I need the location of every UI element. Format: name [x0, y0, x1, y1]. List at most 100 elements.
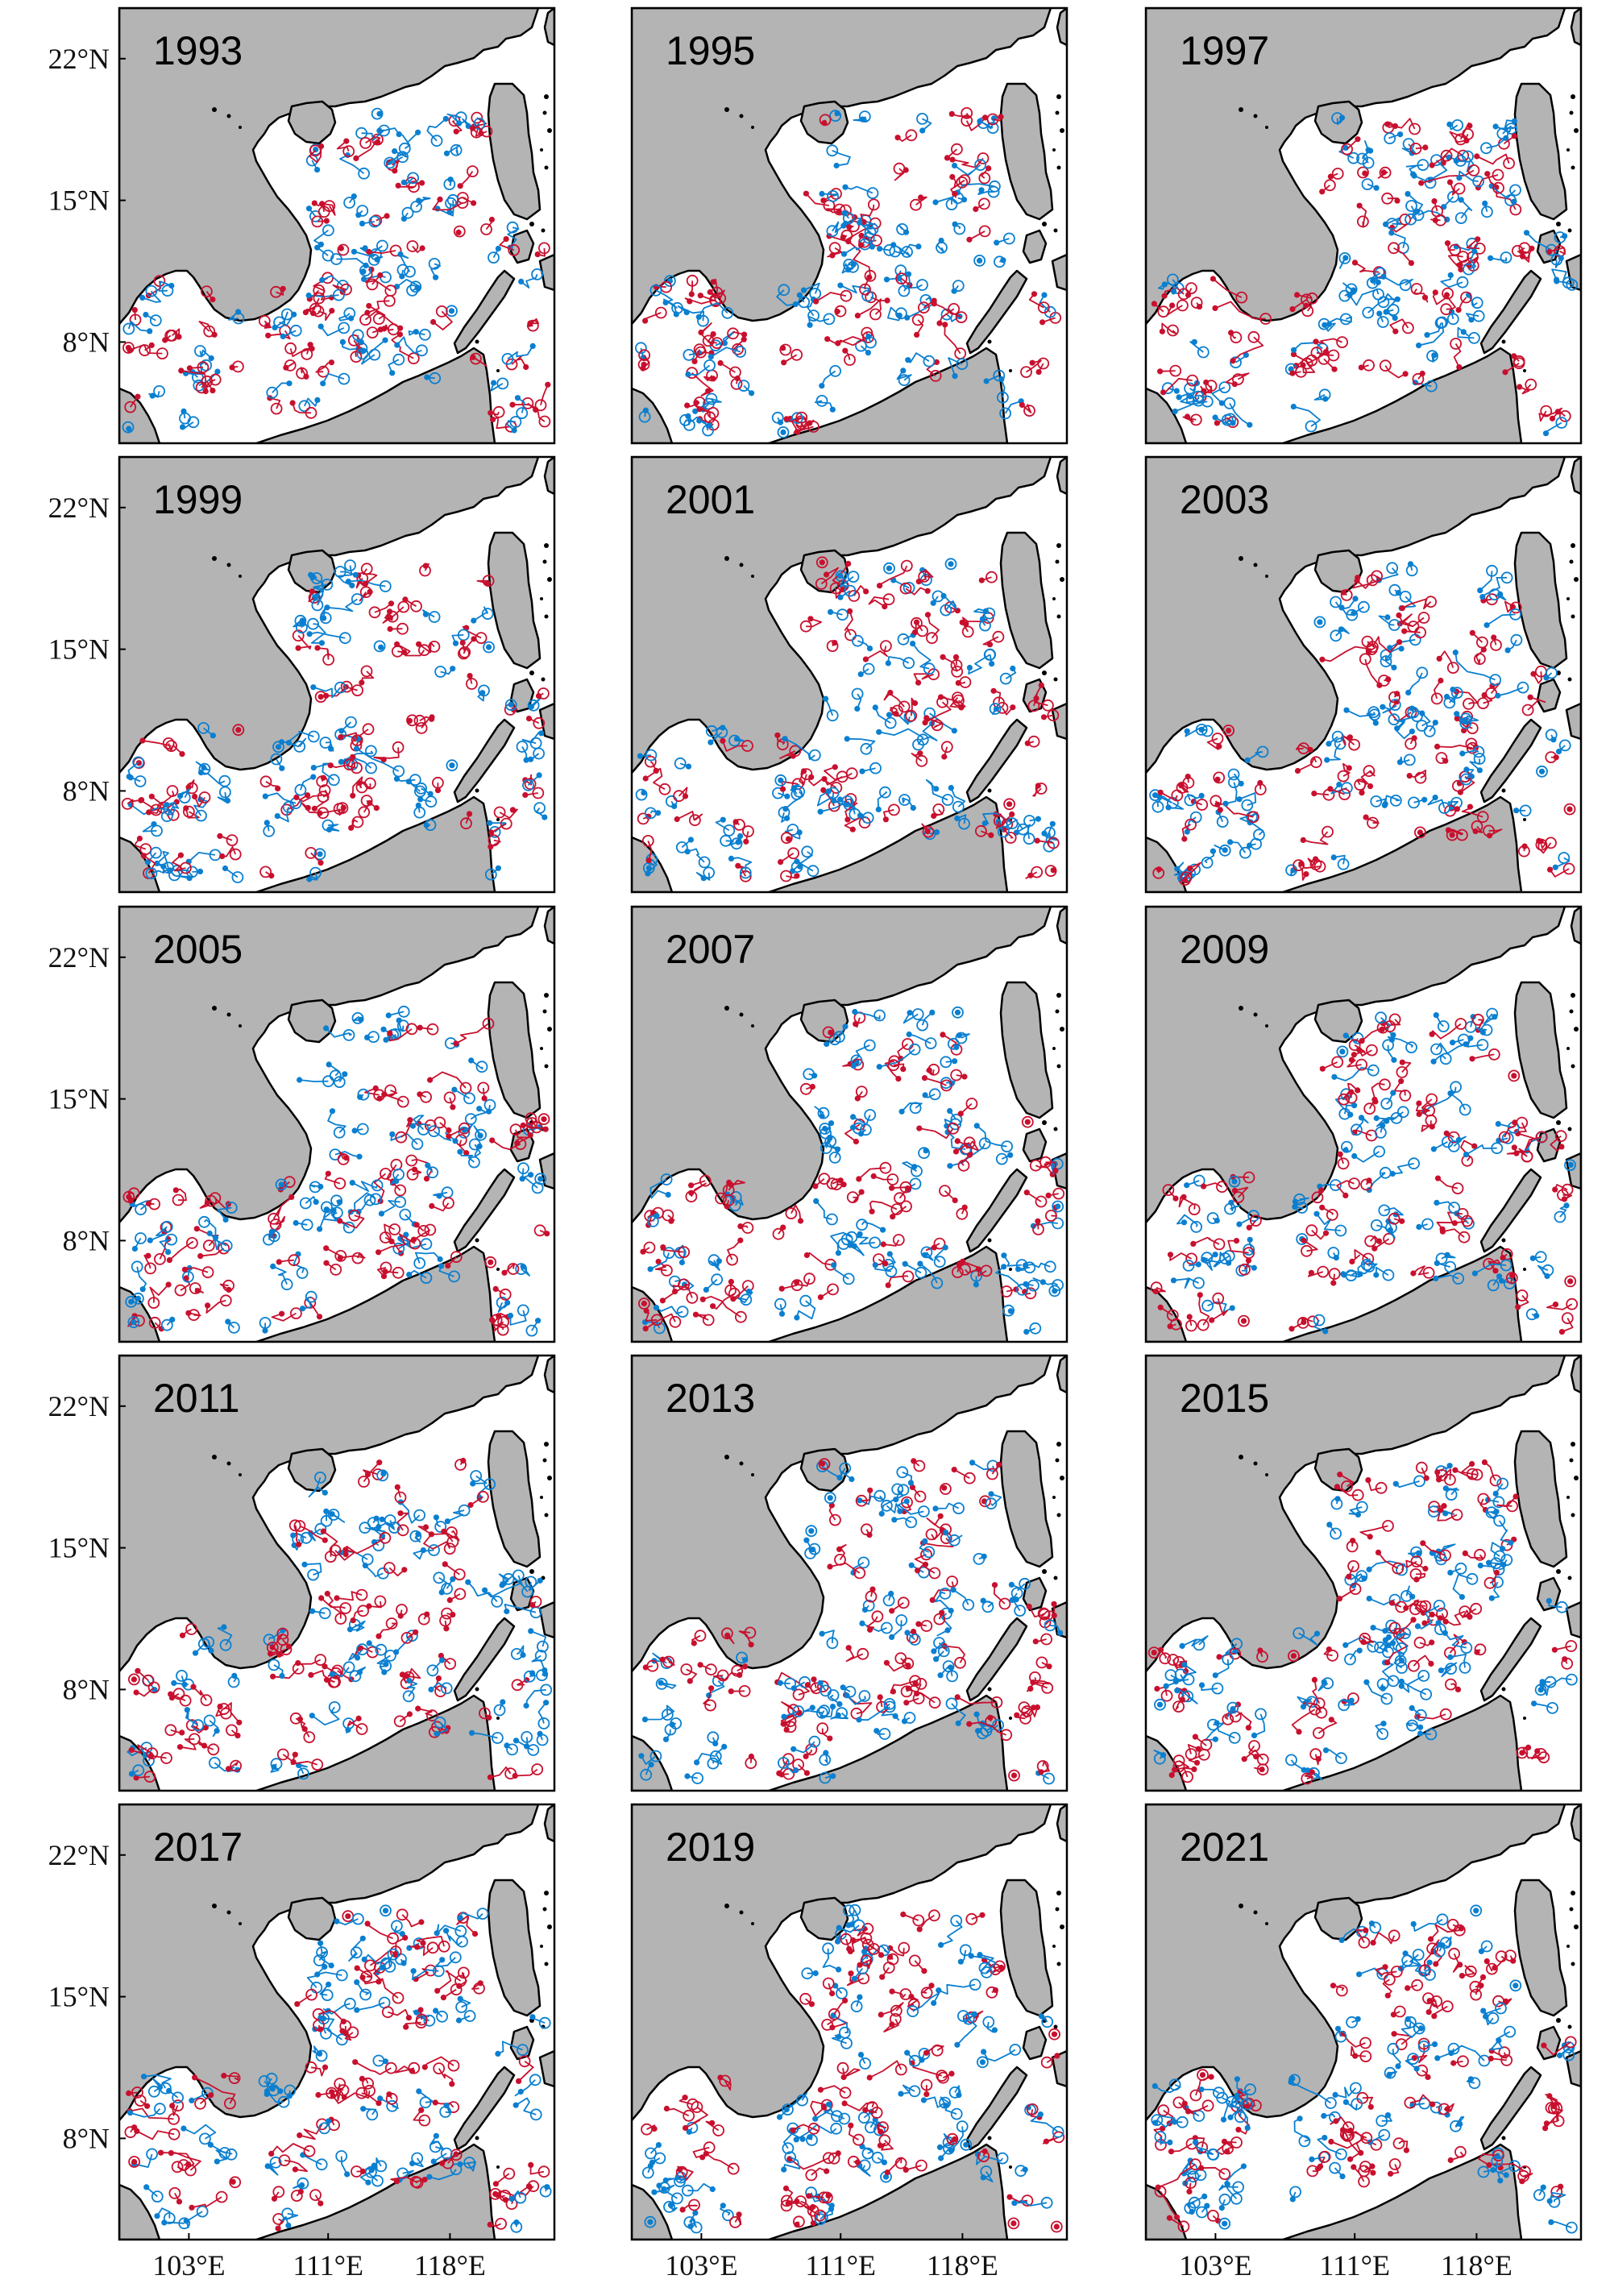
- eddy-genesis-marker: [669, 1315, 682, 1328]
- eddy-genesis-marker: [259, 866, 272, 878]
- eddy-genesis-marker: [475, 632, 488, 645]
- eddy-end-marker: [1452, 650, 1459, 656]
- eddy-end-marker: [481, 1095, 488, 1102]
- eddy-end-marker: [401, 1567, 408, 1573]
- eddy-track: [904, 1263, 922, 1274]
- eddy-end-marker: [322, 1489, 328, 1496]
- eddy-end-marker: [1035, 783, 1041, 789]
- eddy-end-marker: [366, 248, 372, 255]
- eddy-genesis-marker: [454, 1459, 467, 1471]
- eddy-genesis-marker: [1031, 866, 1044, 878]
- eddy-genesis-marker: [309, 144, 322, 157]
- eddy-track: [1342, 282, 1355, 293]
- eddy-end-marker: [144, 859, 151, 866]
- eddy-end-marker: [904, 1630, 911, 1636]
- eddy-end-marker: [1172, 408, 1178, 415]
- eddy-genesis-marker: [203, 325, 216, 338]
- eddy-end-marker: [542, 1671, 549, 1677]
- eddy-track: [1004, 400, 1022, 414]
- eddy-end-marker: [1231, 1187, 1238, 1194]
- eddy-genesis-marker: [134, 775, 147, 787]
- eddy-end-marker: [310, 684, 317, 691]
- eddy-genesis-marker: [259, 775, 272, 788]
- y-tick-label: 22°N: [48, 1390, 110, 1422]
- eddy-end-marker: [1341, 1272, 1347, 1278]
- eddy-end-marker: [811, 1073, 818, 1079]
- eddy-track: [968, 654, 990, 675]
- eddy-end-marker: [692, 408, 699, 414]
- eddy-genesis-marker: [1370, 795, 1383, 808]
- eddy-end-marker: [1347, 734, 1353, 741]
- eddy-genesis-marker: [851, 687, 864, 700]
- eddy-genesis-marker: [1305, 292, 1318, 305]
- eddy-track: [1303, 831, 1329, 845]
- eddy-genesis-marker: [504, 1767, 517, 1780]
- eddy-end-marker: [222, 1216, 229, 1223]
- map-panel-2013: 2013: [630, 1354, 1068, 1792]
- eddy-track: [368, 1601, 382, 1609]
- eddy-genesis-marker: [1388, 699, 1401, 712]
- eddy-track: [166, 801, 180, 817]
- eddy-end-marker: [1176, 394, 1182, 401]
- panel-frame: [630, 6, 1068, 445]
- eddy-genesis-marker: [1021, 1705, 1034, 1717]
- eddy-end-marker: [1567, 1278, 1574, 1285]
- eddy-genesis-marker: [307, 617, 319, 630]
- eddy-genesis-marker: [392, 741, 405, 754]
- eddy-end-marker: [1411, 735, 1417, 741]
- eddy-genesis-marker: [351, 329, 364, 342]
- eddy-track: [515, 1129, 529, 1144]
- eddy-end-marker: [913, 619, 920, 625]
- eddy-track: [181, 370, 207, 388]
- eddy-track: [1453, 343, 1462, 367]
- eddy-genesis-marker: [898, 700, 911, 713]
- eddy-end-marker: [845, 267, 852, 273]
- eddy-end-marker: [1290, 351, 1297, 358]
- eddy-end-marker: [194, 1288, 201, 1294]
- eddy-genesis-marker: [1193, 1277, 1205, 1289]
- y-tick-label: 15°N: [48, 1532, 110, 1564]
- eddy-end-marker: [1231, 1178, 1238, 1185]
- eddy-genesis-marker: [263, 1634, 276, 1646]
- eddy-end-marker: [1214, 420, 1220, 426]
- eddy-genesis-marker: [376, 239, 388, 252]
- eddy-end-marker: [1399, 1218, 1405, 1224]
- eddy-genesis-marker: [1295, 365, 1307, 378]
- eddy-genesis-marker: [856, 1219, 869, 1231]
- eddy-end-marker: [1552, 1302, 1559, 1308]
- eddy-genesis-marker: [1405, 200, 1417, 212]
- eddy-end-marker: [793, 1767, 799, 1774]
- eddy-end-marker: [1218, 400, 1225, 406]
- eddy-genesis-marker: [660, 1173, 673, 1185]
- eddy-end-marker: [325, 1170, 331, 1177]
- x-axis-labels: 103°E 111°E 118°E 103°E 111°E 118°E 103°E 111°E…: [152, 2249, 1512, 2281]
- eddy-end-marker: [1159, 328, 1165, 334]
- eddy-genesis-marker: [1382, 1268, 1395, 1281]
- eddy-end-marker: [225, 1318, 231, 1325]
- eddy-genesis-marker: [1518, 242, 1531, 255]
- eddy-genesis-marker: [404, 265, 416, 278]
- eddy-end-marker: [1520, 253, 1526, 259]
- eddy-genesis-marker: [705, 392, 718, 405]
- eddy-end-marker: [917, 1260, 923, 1267]
- eddy-end-marker: [905, 271, 912, 277]
- eddy-end-marker: [1521, 843, 1528, 849]
- eddy-track: [326, 686, 347, 697]
- eddy-end-marker: [915, 243, 922, 250]
- eddy-end-marker: [380, 1026, 387, 1032]
- eddy-end-marker: [1511, 1073, 1517, 1079]
- eddy-end-marker: [1438, 677, 1444, 684]
- eddy-genesis-marker: [727, 327, 739, 340]
- eddy-genesis-marker: [515, 1263, 528, 1276]
- eddy-track: [1387, 1036, 1413, 1048]
- eddy-end-marker: [495, 865, 501, 871]
- eddy-end-marker: [827, 1495, 833, 1501]
- eddy-end-marker: [364, 309, 371, 316]
- eddy-end-marker: [1201, 1183, 1207, 1190]
- eddy-end-marker: [171, 1679, 177, 1687]
- eddy-end-marker: [1045, 1192, 1052, 1198]
- eddy-track: [1483, 694, 1493, 704]
- eddy-track: [158, 280, 172, 292]
- map-panel-2011: 2011: [118, 1354, 556, 1792]
- eddy-end-marker: [206, 1230, 213, 1237]
